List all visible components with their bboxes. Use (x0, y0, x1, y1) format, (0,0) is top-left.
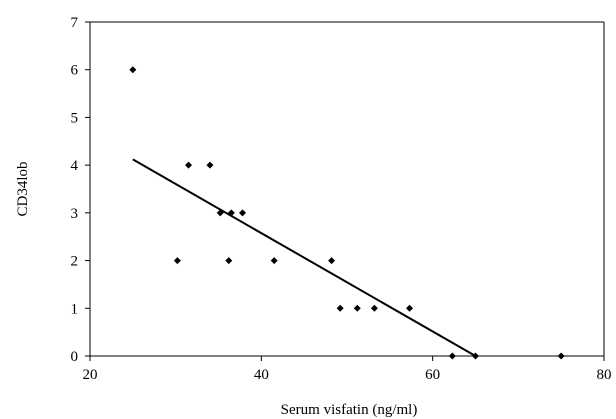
y-tick-label: 6 (71, 63, 79, 79)
x-tick-label: 40 (254, 367, 269, 383)
data-points (129, 66, 565, 360)
x-axis-label: Serum visfatin (ng/ml) (281, 402, 418, 418)
y-tick-label: 0 (71, 349, 79, 365)
y-tick-label: 4 (71, 158, 79, 174)
trend-line (132, 158, 476, 357)
data-point (225, 257, 233, 265)
y-tick-label: 2 (71, 254, 79, 270)
data-point (227, 209, 235, 217)
data-point (336, 304, 344, 312)
x-tick-label: 80 (597, 367, 612, 383)
data-point (472, 352, 479, 360)
data-point (206, 161, 214, 169)
data-point (406, 304, 414, 312)
data-point (129, 66, 137, 74)
data-point (557, 352, 565, 360)
tick-labels: 20 40 60 80 0 1 2 3 4 5 6 7 (71, 15, 612, 383)
x-tick-label: 60 (425, 367, 440, 383)
y-tick-label: 3 (71, 206, 79, 222)
data-point (448, 352, 456, 360)
data-point (238, 209, 246, 217)
y-axis-label: CD34lob (15, 161, 31, 216)
y-tick-label: 1 (71, 301, 79, 317)
data-point (370, 304, 378, 312)
data-point (270, 257, 278, 265)
axes (89, 21, 605, 357)
data-point (216, 209, 224, 217)
data-point (185, 161, 193, 169)
data-point (173, 257, 181, 265)
y-tick-label: 7 (71, 15, 79, 31)
data-point (328, 257, 336, 265)
x-tick-label: 20 (83, 367, 98, 383)
y-tick-label: 5 (71, 110, 79, 126)
data-point (353, 304, 361, 312)
tick-marks (85, 21, 605, 361)
